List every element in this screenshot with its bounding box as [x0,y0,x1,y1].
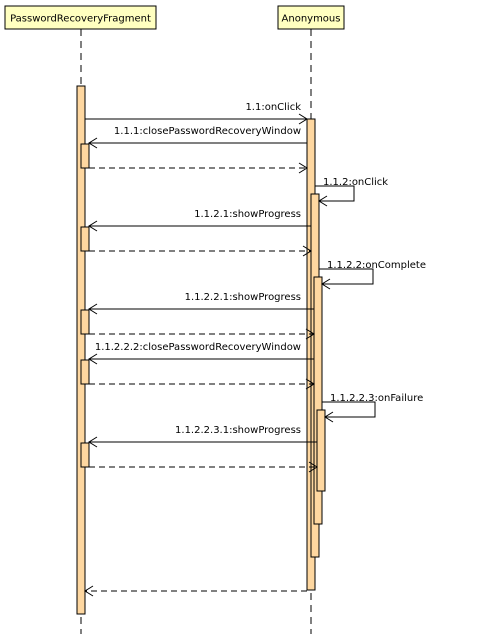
message-label: 1.1.2.2.1:showProgress [185,292,301,303]
return-message [89,245,312,257]
message-1-1-2-2-1-show-progress[interactable]: 1.1.2.2.1:showProgress [88,292,314,315]
participant-label: Anonymous [282,14,341,25]
participant-label: PasswordRecoveryFragment [10,14,151,25]
message-label: 1.1.2.2:onComplete [327,260,426,271]
activation-bar [313,276,323,525]
message-label: 1.1.2.1:showProgress [194,209,301,220]
message-1-1-2-2-3-onfailure[interactable]: 1.1.2.2.3:onFailure [322,393,423,423]
return-message-final [84,585,307,597]
message-label: 1.1:onClick [245,102,301,113]
message-1-1-2-onclick[interactable]: 1.1.2:onClick [315,177,388,207]
participant-anonymous[interactable]: Anonymous [277,5,345,30]
message-1-1-2-2-oncomplete[interactable]: 1.1.2.2:onComplete [319,260,426,290]
message-label: 1.1.2.2.3.1:showProgress [175,425,301,436]
message-label: 1.1.2.2.2:closePasswordRecoveryWindow [95,342,301,353]
message-1-1-2-2-3-1-show-progress[interactable]: 1.1.2.2.3.1:showProgress [88,425,317,448]
return-message [89,162,308,174]
message-label: 1.1.2:onClick [323,177,388,188]
activation-bar [316,409,326,492]
activation-bar [80,359,90,385]
message-1-1-2-2-2-close-password-recovery-window[interactable]: 1.1.2.2.2:closePasswordRecoveryWindow [88,342,314,365]
return-message [89,461,318,473]
activation-bar [80,309,90,335]
message-1-1-onclick[interactable]: 1.1:onClick [85,102,308,125]
message-label: 1.1.1:closePasswordRecoveryWindow [114,126,301,137]
activation-bar [80,442,90,468]
activation-bar [80,226,90,252]
message-1-1-2-1-show-progress[interactable]: 1.1.2.1:showProgress [88,209,311,232]
activation-bar [76,85,86,615]
return-message [89,328,315,340]
return-message [89,378,315,390]
participant-password-recovery-fragment[interactable]: PasswordRecoveryFragment [4,5,157,30]
message-1-1-1-close-password-recovery-window[interactable]: 1.1.1:closePasswordRecoveryWindow [88,126,307,149]
message-label: 1.1.2.2.3:onFailure [330,393,423,404]
activation-bar [80,143,90,169]
